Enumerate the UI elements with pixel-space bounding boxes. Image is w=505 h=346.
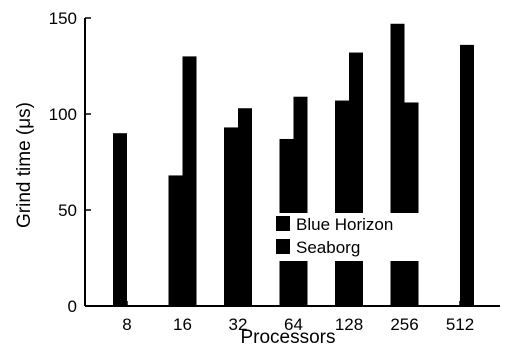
bars: [113, 23, 474, 307]
bar-seaborg-256: [404, 102, 419, 306]
bar-seaborg-32: [238, 108, 252, 307]
legend-swatch: [276, 216, 290, 231]
bar-blue-horizon-128: [335, 100, 349, 306]
x-tick-label: 512: [446, 315, 474, 334]
x-tick-label: 8: [122, 315, 131, 334]
bar-seaborg-64: [293, 96, 308, 306]
legend-label: Seaborg: [296, 238, 360, 257]
bar-blue-horizon-256: [390, 23, 405, 306]
y-tick-label: 50: [58, 201, 77, 220]
x-tick-label: 256: [390, 315, 418, 334]
y-tick-label: 0: [68, 297, 77, 316]
y-axis-label: Grind time (μs): [14, 102, 35, 228]
legend: Blue Horizon Seaborg: [272, 213, 429, 261]
x-tick-label: 16: [173, 315, 192, 334]
legend-box: [272, 213, 429, 261]
y-tick-label: 150: [49, 9, 77, 28]
legend-label: Blue Horizon: [296, 215, 393, 234]
x-tick-label: 128: [335, 315, 363, 334]
ticks: 8 16 32 64 128 256 512 0 50 100 150: [49, 9, 475, 334]
y-tick-label: 100: [49, 105, 77, 124]
bar-blue-horizon-32: [224, 127, 238, 306]
axes: [84, 18, 500, 307]
x-axis-label: Processors: [240, 327, 335, 346]
bar-seaborg-128: [349, 52, 363, 307]
bar-blue-horizon-8: [113, 133, 127, 306]
legend-swatch: [276, 239, 290, 254]
bar-blue-horizon-16: [168, 175, 183, 306]
bar-seaborg-16: [182, 56, 197, 307]
x-tick-label: 64: [284, 315, 303, 334]
x-tick-label: 32: [229, 315, 248, 334]
bar-seaborg-512: [460, 44, 474, 306]
